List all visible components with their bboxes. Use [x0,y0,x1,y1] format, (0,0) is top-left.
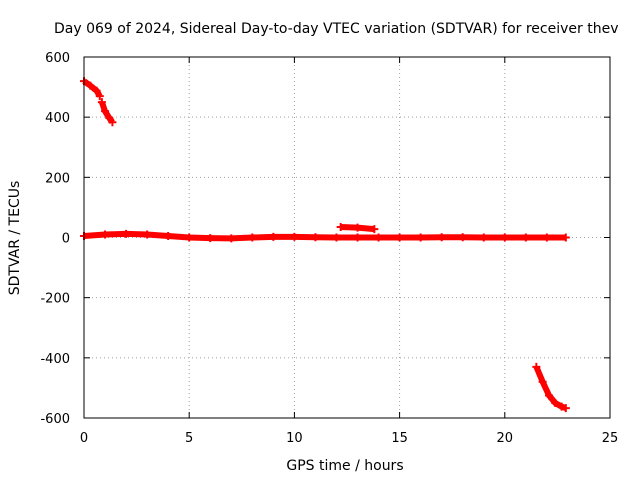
y-tick-label: -200 [40,292,70,307]
data-point [557,402,566,411]
x-tick-label: 25 [602,431,619,446]
data-point [437,233,446,242]
data-point [336,222,345,231]
data-point [248,233,257,242]
data-point [122,229,131,238]
data-point [269,232,278,241]
data-point [416,233,425,242]
plot-frame [83,56,611,419]
data-point [479,233,488,242]
data-point [544,391,553,400]
x-tick-label: 10 [286,431,303,446]
y-tick-label: -600 [40,412,70,427]
data-point [108,118,117,127]
data-point [105,113,114,122]
data-point [332,233,341,242]
data-point [101,107,110,116]
data-point [532,362,541,371]
data-point [551,398,560,407]
y-tick-label: 0 [62,232,70,247]
data-point [143,230,152,239]
data-point [370,225,379,234]
data-point [561,404,570,413]
x-tick-label: 15 [391,431,408,446]
y-tick-label: 400 [45,111,70,126]
data-point [101,230,110,239]
data-point [290,232,299,241]
data-series-2 [99,101,115,125]
y-tick-label: -400 [40,352,70,367]
data-point [538,377,547,386]
data-series-layer [80,77,570,413]
data-point [500,233,509,242]
data-point [164,231,173,240]
data-series-3 [83,230,566,242]
data-series-1 [82,78,103,98]
data-point [521,233,530,242]
y-axis-label: SDTVAR / TECUs [7,181,23,296]
y-tick-label: 600 [45,51,70,66]
data-series-5 [533,365,567,411]
data-point [353,233,362,242]
data-point [95,92,104,101]
data-point [227,234,236,243]
data-point [395,233,404,242]
data-point [561,233,570,242]
data-point [92,86,101,95]
y-tick-label: 200 [45,171,70,186]
data-point [185,233,194,242]
chart-title: Day 069 of 2024, Sidereal Day-to-day VTE… [54,21,618,37]
data-point [458,233,467,242]
data-point [97,98,106,107]
data-point [353,223,362,232]
data-point [206,234,215,243]
data-point [86,81,95,90]
data-point [542,233,551,242]
y-tick-labels: -600 -400 -200 0 200 400 600 [40,51,70,427]
x-axis-label: GPS time / hours [286,458,403,474]
data-point [311,233,320,242]
x-tick-labels: 0 5 10 15 20 25 [80,431,618,446]
x-tick-label: 0 [80,431,88,446]
data-point [374,233,383,242]
x-tick-label: 20 [497,431,514,446]
x-tick-label: 5 [185,431,193,446]
